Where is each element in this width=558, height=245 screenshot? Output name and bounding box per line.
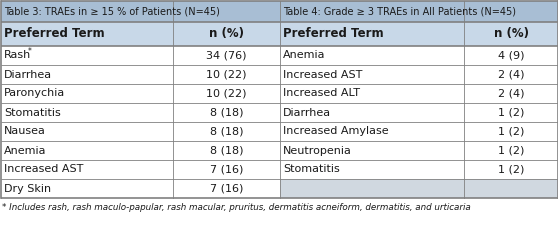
Bar bbox=[173, 22, 280, 46]
Bar bbox=[280, 22, 464, 46]
Bar bbox=[173, 84, 280, 103]
Text: Increased ALT: Increased ALT bbox=[283, 88, 360, 98]
Bar bbox=[280, 46, 464, 65]
Text: Neutropenia: Neutropenia bbox=[283, 146, 352, 156]
Text: Anemia: Anemia bbox=[283, 50, 325, 61]
Bar bbox=[280, 103, 464, 122]
Text: Nausea: Nausea bbox=[4, 126, 46, 136]
Bar bbox=[1, 103, 173, 122]
Bar bbox=[464, 65, 558, 84]
Bar bbox=[173, 46, 280, 65]
Bar bbox=[1, 160, 173, 179]
Bar bbox=[280, 160, 464, 179]
Bar bbox=[280, 141, 464, 160]
Text: Table 4: Grade ≥ 3 TRAEs in All Patients (N=45): Table 4: Grade ≥ 3 TRAEs in All Patients… bbox=[283, 7, 516, 16]
Bar bbox=[280, 84, 464, 103]
Bar bbox=[1, 46, 173, 65]
Text: 8 (18): 8 (18) bbox=[210, 126, 243, 136]
Text: Anemia: Anemia bbox=[4, 146, 46, 156]
Bar bbox=[1, 65, 173, 84]
Bar bbox=[1, 22, 173, 46]
Bar bbox=[173, 65, 280, 84]
Bar bbox=[464, 141, 558, 160]
Text: 7 (16): 7 (16) bbox=[210, 164, 243, 174]
Text: Table 3: TRAEs in ≥ 15 % of Patients (N=45): Table 3: TRAEs in ≥ 15 % of Patients (N=… bbox=[4, 7, 220, 16]
Text: 10 (22): 10 (22) bbox=[206, 70, 247, 79]
Bar bbox=[1, 141, 173, 160]
Text: 1 (2): 1 (2) bbox=[498, 108, 524, 118]
Text: * Includes rash, rash maculo-papular, rash macular, pruritus, dermatitis acneifo: * Includes rash, rash maculo-papular, ra… bbox=[2, 203, 471, 211]
Text: Preferred Term: Preferred Term bbox=[283, 27, 384, 40]
Bar bbox=[280, 1, 558, 22]
Bar bbox=[1, 1, 280, 22]
Bar bbox=[464, 179, 558, 198]
Bar bbox=[1, 179, 173, 198]
Bar bbox=[280, 179, 464, 198]
Bar bbox=[464, 84, 558, 103]
Text: Increased AST: Increased AST bbox=[283, 70, 362, 79]
Text: 8 (18): 8 (18) bbox=[210, 146, 243, 156]
Text: 8 (18): 8 (18) bbox=[210, 108, 243, 118]
Bar bbox=[173, 179, 280, 198]
Text: 7 (16): 7 (16) bbox=[210, 184, 243, 194]
Text: Rash: Rash bbox=[4, 50, 31, 61]
Text: 34 (76): 34 (76) bbox=[206, 50, 247, 61]
Bar bbox=[464, 46, 558, 65]
Bar bbox=[464, 122, 558, 141]
Bar bbox=[1, 84, 173, 103]
Text: 2 (4): 2 (4) bbox=[498, 70, 525, 79]
Text: 1 (2): 1 (2) bbox=[498, 146, 524, 156]
Text: Stomatitis: Stomatitis bbox=[283, 164, 340, 174]
Bar bbox=[1, 122, 173, 141]
Text: 10 (22): 10 (22) bbox=[206, 88, 247, 98]
Text: Preferred Term: Preferred Term bbox=[4, 27, 105, 40]
Bar bbox=[173, 103, 280, 122]
Bar bbox=[280, 65, 464, 84]
Text: 1 (2): 1 (2) bbox=[498, 164, 524, 174]
Bar bbox=[173, 160, 280, 179]
Text: Stomatitis: Stomatitis bbox=[4, 108, 61, 118]
Text: Diarrhea: Diarrhea bbox=[4, 70, 52, 79]
Bar bbox=[173, 122, 280, 141]
Text: Increased AST: Increased AST bbox=[4, 164, 83, 174]
Text: n (%): n (%) bbox=[209, 27, 244, 40]
Text: Increased Amylase: Increased Amylase bbox=[283, 126, 388, 136]
Text: 4 (9): 4 (9) bbox=[498, 50, 525, 61]
Text: 2 (4): 2 (4) bbox=[498, 88, 525, 98]
Bar bbox=[464, 22, 558, 46]
Bar bbox=[173, 141, 280, 160]
Bar bbox=[464, 160, 558, 179]
Text: 1 (2): 1 (2) bbox=[498, 126, 524, 136]
Text: Diarrhea: Diarrhea bbox=[283, 108, 331, 118]
Text: Dry Skin: Dry Skin bbox=[4, 184, 51, 194]
Text: *: * bbox=[28, 47, 32, 56]
Text: n (%): n (%) bbox=[493, 27, 528, 40]
Bar bbox=[464, 103, 558, 122]
Bar bbox=[280, 122, 464, 141]
Text: Paronychia: Paronychia bbox=[4, 88, 65, 98]
